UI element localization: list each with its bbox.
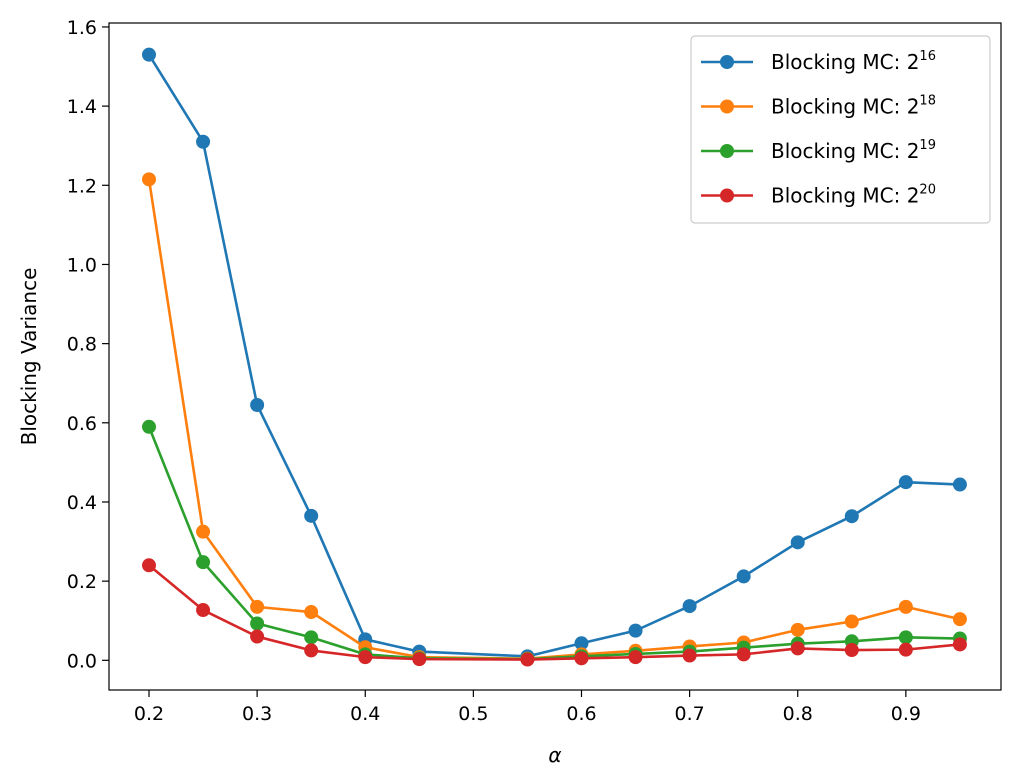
data-point xyxy=(520,652,535,667)
data-point xyxy=(844,614,859,629)
legend-label: Blocking MC: 220 xyxy=(771,183,936,208)
data-point xyxy=(898,599,913,614)
data-point xyxy=(898,642,913,657)
legend-item: Blocking MC: 218 xyxy=(701,94,936,119)
data-point xyxy=(250,616,265,631)
data-point xyxy=(196,524,211,539)
legend-marker xyxy=(720,55,734,69)
data-point xyxy=(412,652,427,667)
y-tick-label: 0.4 xyxy=(67,492,97,514)
y-tick-label: 0.6 xyxy=(67,413,97,435)
x-tick-label: 0.3 xyxy=(242,703,272,725)
y-tick-label: 1.4 xyxy=(67,96,97,118)
x-axis-label: α xyxy=(548,743,561,767)
data-point xyxy=(628,650,643,665)
data-point xyxy=(196,603,211,618)
data-point xyxy=(844,509,859,524)
x-tick-label: 0.6 xyxy=(566,703,596,725)
legend-item: Blocking MC: 219 xyxy=(701,138,936,163)
data-point xyxy=(628,623,643,638)
legend-marker xyxy=(720,188,734,203)
x-tick-label: 0.8 xyxy=(783,703,813,725)
legend-label: Blocking MC: 218 xyxy=(771,94,936,119)
x-tick-label: 0.7 xyxy=(675,703,705,725)
data-point xyxy=(790,535,805,550)
data-point xyxy=(142,172,157,187)
x-tick-label: 0.5 xyxy=(458,703,488,725)
y-tick-label: 1.0 xyxy=(67,254,97,276)
data-point xyxy=(682,648,697,663)
data-point xyxy=(142,47,157,62)
series-line xyxy=(147,179,961,661)
data-point xyxy=(790,622,805,637)
data-point xyxy=(304,643,319,658)
series-1 xyxy=(142,172,967,666)
data-point xyxy=(304,508,319,523)
data-point xyxy=(898,630,913,645)
data-point xyxy=(952,637,967,652)
data-point xyxy=(844,643,859,658)
data-point xyxy=(250,629,265,644)
plot-frame xyxy=(108,22,1002,691)
series-3 xyxy=(142,558,967,667)
data-point xyxy=(898,475,913,490)
data-point xyxy=(250,397,265,412)
data-point xyxy=(250,599,265,614)
legend-item: Blocking MC: 216 xyxy=(701,49,936,74)
data-point xyxy=(196,134,211,149)
y-tick-label: 0.2 xyxy=(67,571,97,593)
legend: Blocking MC: 216 Blocking MC: 218 Blocking… xyxy=(690,35,991,224)
data-point xyxy=(790,641,805,656)
y-tick-label: 1.6 xyxy=(67,17,97,39)
y-tick-label: 1.2 xyxy=(67,175,97,197)
y-axis-label: Blocking Variance xyxy=(17,268,41,446)
legend-box xyxy=(690,35,991,224)
data-point xyxy=(304,605,319,620)
data-point xyxy=(952,612,967,627)
series-2 xyxy=(142,419,967,667)
legend-marker xyxy=(720,144,734,158)
data-point xyxy=(196,555,211,570)
data-point xyxy=(142,419,157,434)
legend-item: Blocking MC: 220 xyxy=(701,183,936,208)
legend-label: Blocking MC: 219 xyxy=(771,138,936,163)
legend-marker xyxy=(720,99,734,114)
x-axis: 0.2 0.3 0.4 0.5 0.6 0.7 0.8 0.9 xyxy=(134,690,921,725)
data-point xyxy=(682,599,697,614)
data-point xyxy=(574,651,589,666)
data-point xyxy=(574,636,589,651)
x-tick-label: 0.2 xyxy=(134,703,164,725)
data-point xyxy=(304,630,319,645)
y-tick-label: 0.0 xyxy=(67,650,97,672)
legend-label: Blocking MC: 216 xyxy=(771,49,936,74)
series-layer xyxy=(142,47,967,667)
plot-area xyxy=(108,22,1002,691)
data-point xyxy=(952,477,967,492)
data-point xyxy=(736,647,751,662)
y-tick-label: 0.8 xyxy=(67,334,97,356)
series-line xyxy=(148,564,961,661)
data-point xyxy=(358,650,373,665)
x-tick-label: 0.4 xyxy=(350,703,380,725)
x-tick-label: 0.9 xyxy=(891,703,921,725)
data-point xyxy=(142,558,157,573)
y-axis: 0.0 0.2 0.4 0.6 0.8 1.0 1.2 1.4 1.6 xyxy=(67,17,109,672)
data-point xyxy=(736,569,751,584)
